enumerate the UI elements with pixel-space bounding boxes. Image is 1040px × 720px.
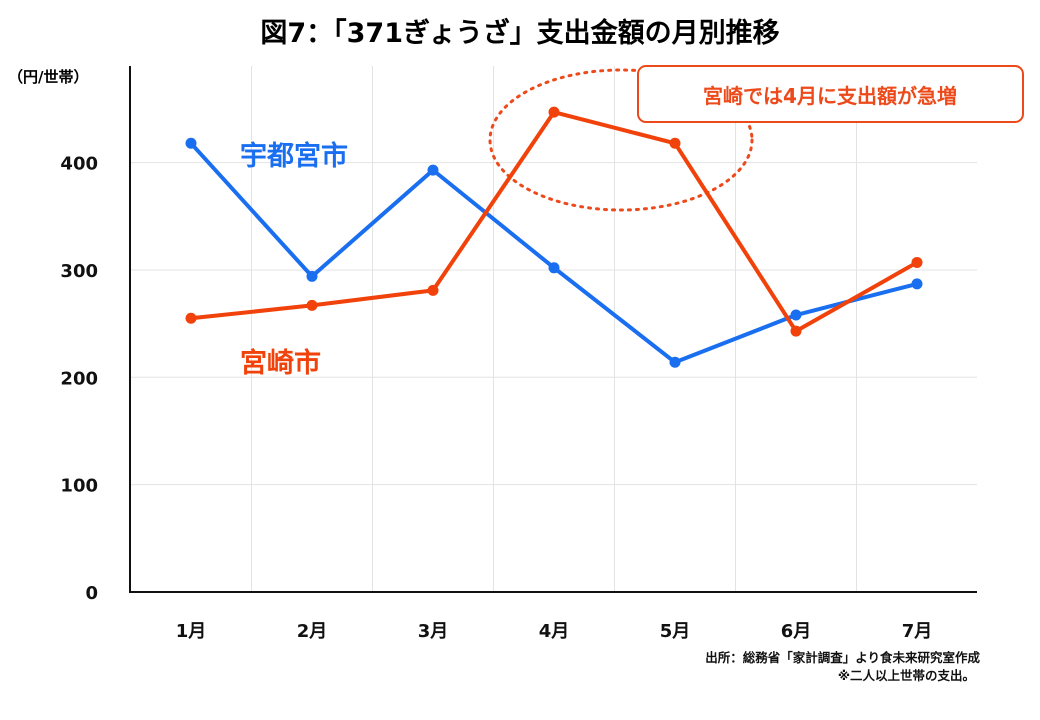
- y-tick-label: 100: [60, 476, 98, 497]
- y-tick-label: 0: [85, 583, 98, 604]
- data-point: [185, 137, 197, 149]
- data-point: [427, 284, 439, 296]
- y-tick-label: 200: [60, 368, 98, 389]
- x-tick-label: 3月: [418, 621, 449, 642]
- data-point: [427, 164, 439, 176]
- axes: [129, 66, 977, 593]
- callout-text: 宮崎では4月に支出額が急増: [703, 84, 957, 108]
- data-point: [790, 309, 802, 321]
- x-tick-label: 7月: [902, 621, 933, 642]
- data-point: [548, 106, 560, 118]
- y-axis-unit: （円/世帯）: [8, 68, 88, 86]
- data-point: [790, 325, 802, 337]
- data-point: [548, 262, 560, 274]
- data-point: [306, 299, 318, 311]
- series-0: [185, 137, 923, 368]
- x-tick-labels: 1月 2月 3月 4月 5月 6月 7月: [176, 621, 933, 642]
- series-1: [185, 106, 923, 337]
- x-tick-label: 6月: [781, 621, 812, 642]
- series-label-utsunomiya: 宇都宮市: [240, 140, 348, 172]
- data-point: [669, 137, 681, 149]
- series-label-miyazaki: 宮崎市: [240, 347, 321, 379]
- x-tick-label: 1月: [176, 621, 207, 642]
- footnote: ※二人以上世帯の支出。: [838, 668, 975, 683]
- annotation-callout: 宮崎では4月に支出額が急増: [488, 65, 1024, 212]
- data-point: [185, 312, 197, 324]
- x-tick-label: 4月: [539, 621, 570, 642]
- callout-box: [637, 65, 1024, 123]
- data-point: [306, 270, 318, 282]
- data-point: [911, 278, 923, 290]
- chart-title: 図7：「371ぎょうざ」支出金額の月別推移: [260, 17, 779, 49]
- y-tick-label: 300: [60, 261, 98, 282]
- highlight-ellipse: [488, 68, 754, 212]
- data-point: [911, 256, 923, 268]
- y-tick-labels: 0 100 200 300 400: [60, 154, 98, 604]
- y-tick-label: 400: [60, 154, 98, 175]
- series-line: [189, 141, 919, 365]
- series-group: [185, 106, 923, 368]
- x-tick-label: 2月: [297, 621, 328, 642]
- data-point: [669, 356, 681, 368]
- x-tick-label: 5月: [660, 621, 691, 642]
- source-note: 出所：総務省「家計調査」より食未来研究室作成: [705, 650, 980, 665]
